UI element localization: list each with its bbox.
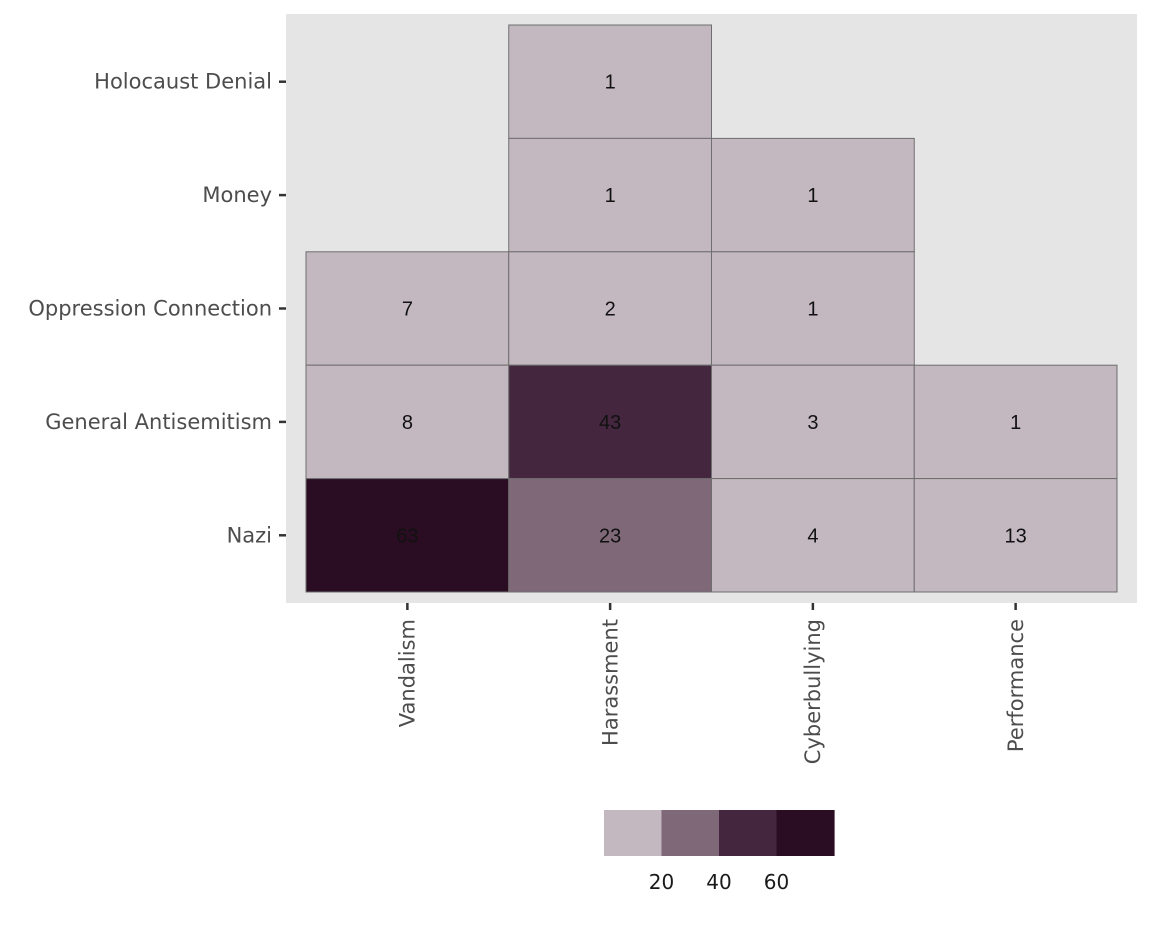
x-tick-label-vandalism: Vandalism bbox=[396, 619, 420, 727]
y-tick-label-nazi: Nazi bbox=[227, 523, 272, 547]
cell-nazi-cyberbullying bbox=[711, 478, 915, 593]
cell-money-harassment-label: 1 bbox=[605, 185, 616, 207]
cell-nazi-cyberbullying-label: 4 bbox=[807, 525, 818, 547]
cell-nazi-performance bbox=[913, 478, 1118, 593]
cell-general-antisemitism-cyberbullying bbox=[711, 364, 915, 480]
y-tick-label-general-antisemitism: General Antisemitism bbox=[45, 410, 272, 434]
cell-oppression-connection-cyberbullying-label: 1 bbox=[807, 299, 818, 321]
legend-swatch-0 bbox=[604, 810, 663, 856]
cell-nazi-performance-label: 13 bbox=[1005, 525, 1027, 547]
cell-general-antisemitism-harassment-label: 43 bbox=[599, 412, 621, 434]
cell-nazi-vandalism bbox=[305, 478, 510, 593]
cell-money-cyberbullying bbox=[711, 137, 915, 253]
legend-swatch-1 bbox=[661, 810, 720, 856]
x-axis: Vandalism Harassment Cyberbullying Performa… bbox=[396, 603, 1028, 764]
color-legend: 20 40 60 bbox=[604, 810, 835, 894]
heatmap-cells: 1 1 1 7 2 1 8 43 3 1 63 23 4 13 bbox=[305, 24, 1118, 593]
cell-nazi-harassment-label: 23 bbox=[599, 525, 621, 547]
cell-oppression-connection-vandalism-label: 7 bbox=[402, 299, 413, 321]
cell-holocaust-denial-harassment bbox=[508, 24, 712, 139]
cell-general-antisemitism-vandalism bbox=[305, 364, 510, 480]
y-axis: Holocaust Denial Money Oppression Connecti… bbox=[28, 70, 286, 547]
legend-break-60: 60 bbox=[764, 870, 789, 894]
cell-oppression-connection-harassment-label: 2 bbox=[605, 299, 616, 321]
cell-money-cyberbullying-label: 1 bbox=[807, 185, 818, 207]
legend-break-20: 20 bbox=[649, 870, 674, 894]
cell-general-antisemitism-vandalism-label: 8 bbox=[402, 412, 413, 434]
cell-general-antisemitism-cyberbullying-label: 3 bbox=[807, 412, 818, 434]
cell-nazi-harassment bbox=[508, 478, 712, 593]
y-tick-label-money: Money bbox=[202, 183, 272, 207]
cell-oppression-connection-vandalism bbox=[305, 251, 510, 366]
y-tick-label-oppression-connection: Oppression Connection bbox=[28, 297, 272, 321]
legend-swatch-2 bbox=[719, 810, 778, 856]
legend-break-40: 40 bbox=[706, 870, 731, 894]
cell-oppression-connection-harassment bbox=[508, 251, 712, 366]
cell-nazi-vandalism-label: 63 bbox=[396, 525, 418, 547]
x-tick-label-performance: Performance bbox=[1004, 619, 1028, 752]
legend-swatch-3 bbox=[776, 810, 835, 856]
cell-general-antisemitism-harassment bbox=[508, 364, 712, 480]
x-tick-label-cyberbullying: Cyberbullying bbox=[801, 619, 825, 764]
y-tick-label-holocaust-denial: Holocaust Denial bbox=[94, 70, 272, 94]
cell-holocaust-denial-harassment-label: 1 bbox=[605, 72, 616, 94]
cell-general-antisemitism-performance-label: 1 bbox=[1010, 412, 1021, 434]
x-tick-label-harassment: Harassment bbox=[598, 619, 622, 746]
